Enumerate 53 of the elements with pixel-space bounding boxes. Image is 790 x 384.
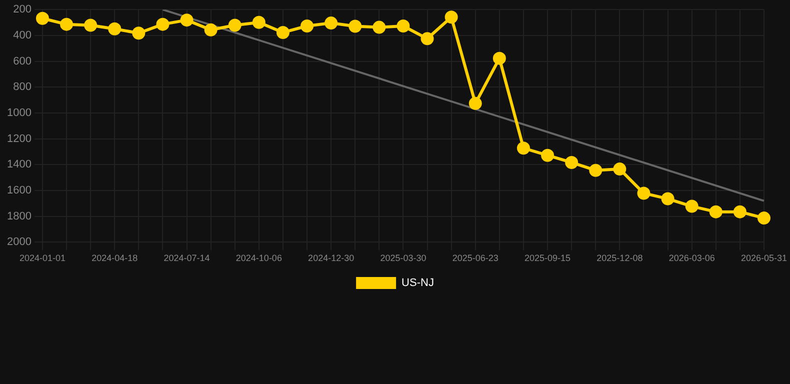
point (709, 205, 722, 218)
x-tick-label: 2026-03-06 (668, 253, 715, 264)
point (733, 205, 746, 218)
x-tick-label: 2024-01-01 (19, 253, 66, 264)
x-tick-label: 2025-09-15 (524, 253, 571, 264)
point (444, 10, 458, 24)
point (348, 20, 362, 33)
point (372, 20, 386, 34)
x-tick-label: 2024-04-18 (92, 253, 138, 264)
point (516, 142, 530, 155)
point (565, 156, 578, 169)
y-tick-label: 2000 (6, 236, 32, 248)
point (492, 52, 506, 65)
x-tick-label: 2025-06-23 (452, 253, 498, 264)
legend-label: US-NJ (402, 277, 434, 290)
point (228, 18, 242, 32)
point (661, 192, 674, 206)
x-tick-label: 2024-07-14 (164, 253, 210, 264)
y-tick-label: 1800 (6, 210, 32, 222)
point (60, 18, 74, 31)
x-tick-label: 2026-05-31 (740, 253, 788, 264)
point (613, 162, 626, 176)
y-tick-label: 1200 (6, 132, 32, 145)
point (84, 18, 98, 32)
point (156, 18, 170, 31)
point (276, 26, 290, 39)
point (180, 14, 194, 27)
point (589, 164, 602, 177)
x-tick-label: 2025-12-08 (596, 253, 643, 264)
point (108, 22, 122, 36)
y-tick-label: 800 (13, 81, 32, 94)
y-tick-label: 1000 (6, 107, 32, 120)
point (324, 16, 338, 30)
point (204, 23, 218, 36)
point (637, 186, 650, 200)
y-tick-label: 200 (13, 4, 32, 16)
point (541, 148, 554, 162)
point (757, 212, 770, 225)
point (252, 16, 266, 29)
point (132, 26, 146, 40)
point (396, 20, 410, 33)
y-tick-label: 1400 (6, 158, 32, 171)
point (685, 200, 698, 213)
y-tick-label: 1600 (6, 184, 32, 197)
x-tick-label: 2024-10-06 (236, 253, 282, 264)
y-tick-label: 600 (13, 55, 32, 68)
point (300, 20, 314, 33)
x-tick-label: 2025-03-30 (380, 253, 426, 264)
y-tick-label: 400 (13, 29, 32, 42)
point (420, 32, 434, 46)
point (36, 12, 49, 25)
point (468, 96, 482, 110)
x-tick-label: 2024-12-30 (308, 253, 354, 264)
